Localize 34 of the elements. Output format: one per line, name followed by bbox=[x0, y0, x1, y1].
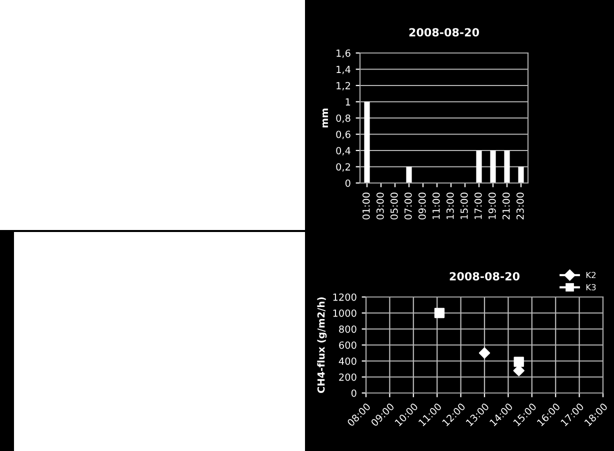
x-tick-label: 07:00 bbox=[404, 192, 412, 220]
x-tick-label: 13:00 bbox=[446, 192, 454, 219]
x-tick-label: 17:00 bbox=[474, 192, 482, 219]
x-tick-label: 03:00 bbox=[376, 192, 384, 220]
y-tick-label: 1,4 bbox=[336, 66, 350, 74]
y-tick-label: 1,2 bbox=[336, 82, 350, 90]
x-tick-label: 15:00 bbox=[460, 192, 468, 219]
y-tick-label: 1200 bbox=[333, 293, 356, 301]
y-tick-label: 0,8 bbox=[336, 114, 350, 123]
y-axis-title: mm bbox=[322, 108, 328, 128]
legend-label: K2 bbox=[586, 272, 596, 278]
x-tick-label: 21:00 bbox=[502, 192, 510, 220]
x-tick-label: 09:00 bbox=[418, 192, 426, 220]
y-tick-label: 200 bbox=[339, 373, 356, 381]
x-tick-label: 19:00 bbox=[488, 192, 496, 219]
chart-title: 2008-08-20 bbox=[450, 272, 520, 280]
y-tick-label: 600 bbox=[339, 341, 356, 349]
legend-label: K3 bbox=[586, 284, 596, 290]
y-tick-label: 400 bbox=[338, 357, 356, 365]
y-axis-title: CH4-flux (g/m2/h) bbox=[317, 297, 327, 394]
y-tick-label: 1 bbox=[346, 98, 350, 106]
x-tick-label: 01:00 bbox=[362, 192, 370, 220]
y-tick-label: 800 bbox=[339, 325, 356, 333]
y-tick-label: 0,2 bbox=[336, 163, 350, 172]
y-tick-label: 0 bbox=[351, 389, 356, 397]
y-tick-label: 1000 bbox=[333, 309, 356, 317]
x-tick-label: 05:00 bbox=[390, 192, 398, 220]
chart-title: 2008-08-20 bbox=[409, 28, 480, 36]
y-tick-label: 0,4 bbox=[336, 146, 350, 156]
y-tick-label: 1,6 bbox=[336, 49, 350, 58]
x-tick-label: 23:00 bbox=[516, 192, 524, 220]
x-tick-label: 11:00 bbox=[432, 192, 440, 219]
y-tick-label: 0 bbox=[345, 179, 350, 187]
y-tick-label: 0,6 bbox=[336, 130, 350, 140]
